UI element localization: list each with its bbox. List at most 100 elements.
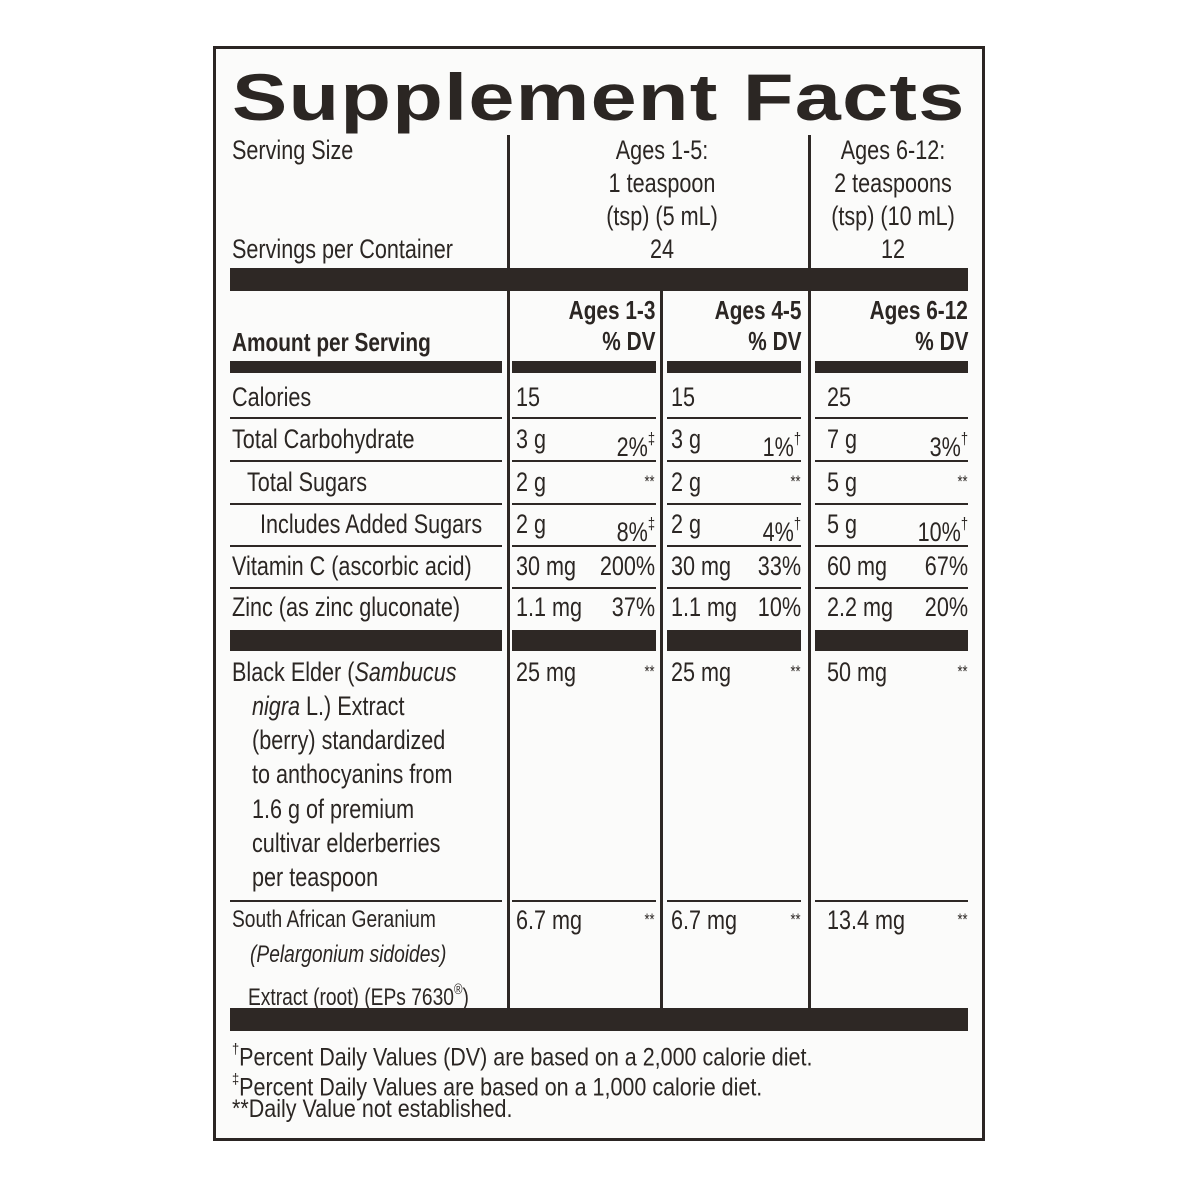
text-segment: 30 mg: [671, 550, 732, 581]
dv-header: % DV: [748, 328, 801, 354]
text-segment: Zinc (as zinc gluconate): [232, 591, 461, 622]
text-segment: (tsp) (10 mL): [831, 200, 955, 231]
daily-value: **: [645, 469, 655, 504]
text-segment: 1 teaspoon: [608, 167, 716, 198]
text-segment: cultivar elderberries: [252, 828, 441, 858]
thick-bar: [230, 268, 968, 291]
nutrient-name: cultivar elderberries: [252, 830, 440, 857]
divider: [507, 291, 510, 1008]
row-rule: [667, 587, 801, 589]
daily-value: **: [958, 469, 968, 504]
text-segment: 67%: [924, 550, 968, 581]
daily-value: 4%†: [763, 511, 801, 546]
text-segment: (tsp) (5 mL): [606, 200, 718, 231]
servings: 24: [649, 233, 675, 264]
text-segment: to anthocyanins from: [252, 759, 453, 790]
amount: 1.1 mg: [516, 591, 583, 622]
row-rule: [667, 545, 801, 547]
amount: 50 mg: [827, 656, 888, 687]
text-segment: Percent Daily Values (DV) are based on a…: [239, 1042, 813, 1071]
amount: 15: [671, 383, 695, 411]
text-segment: Ages 6-12:: [840, 134, 946, 165]
age-header: Ages 4-5: [714, 297, 801, 323]
text-segment: % DV: [747, 326, 801, 356]
serving-size-label: Serving Size: [232, 136, 353, 164]
text-segment: % DV: [601, 326, 655, 356]
nutrient-name: Total Carbohydrate: [232, 425, 415, 453]
row-rule: [230, 460, 502, 462]
thick-bar: [815, 361, 968, 373]
nutrient-name: Extract (root) (EPs 7630®): [248, 978, 469, 1010]
text-segment: **: [957, 472, 968, 491]
thick-bar: [667, 630, 801, 651]
divider: [507, 135, 510, 268]
row-rule: [815, 900, 968, 902]
text-segment: (Pelargonium sidoides): [250, 941, 447, 968]
text-segment: Total Sugars: [247, 466, 368, 497]
text-segment: ‡: [232, 1070, 240, 1088]
text-segment: †: [793, 429, 801, 448]
text-segment: 1.1 mg: [516, 591, 583, 622]
text-segment: 24: [649, 233, 675, 264]
row-rule: [512, 587, 656, 589]
amount: 1.1 mg: [671, 593, 737, 621]
daily-value: **: [958, 659, 968, 694]
text-segment: 1%: [762, 431, 794, 462]
row-rule: [815, 545, 968, 547]
row-rule: [815, 417, 968, 419]
text-segment: 2 g: [671, 508, 702, 539]
text-segment: 15: [516, 381, 541, 412]
text-segment: Supplement Facts: [232, 60, 966, 134]
serving-size: 2 teaspoons: [834, 167, 952, 198]
text-segment: 2 teaspoons: [834, 167, 952, 198]
text-segment: Percent Daily Values are based on a 1,00…: [239, 1072, 763, 1101]
text-segment: 30 mg: [516, 550, 577, 581]
text-segment: 50 mg: [827, 656, 888, 687]
daily-value: 33%: [758, 552, 801, 580]
divider: [660, 291, 663, 1008]
text-segment: 13.4 mg: [827, 904, 906, 935]
text-segment: 3 g: [671, 423, 702, 454]
text-segment: 20%: [924, 591, 968, 622]
nutrient-name: nigra L.) Extract: [252, 690, 405, 721]
text-segment: 5 g: [827, 508, 858, 539]
amount-label: Amount per Serving: [232, 329, 431, 355]
text-segment: Ages 4-5: [714, 295, 801, 325]
row-rule: [230, 900, 502, 902]
nutrient-name: (berry) standardized: [252, 727, 445, 754]
footnote: ‡Percent Daily Values are based on a 1,0…: [232, 1067, 762, 1100]
text-segment: **: [644, 910, 655, 929]
daily-value: **: [791, 659, 801, 694]
text-segment: 25: [827, 381, 852, 412]
row-rule: [667, 900, 801, 902]
thick-bar: [512, 361, 656, 373]
row-rule: [230, 503, 502, 505]
text-segment: Vitamin C (ascorbic acid): [232, 550, 472, 581]
serving-size: (tsp) (5 mL): [606, 200, 718, 231]
thick-bar: [230, 1008, 968, 1031]
amount: 3 g: [671, 423, 702, 454]
text-segment: 60 mg: [827, 550, 888, 581]
thick-bar: [512, 630, 656, 651]
daily-value: 10%: [757, 591, 801, 622]
thick-bar: [815, 630, 968, 651]
text-segment: 1.6 g of premium: [252, 793, 415, 824]
text-segment: 12: [880, 233, 906, 264]
text-segment: **: [790, 662, 801, 681]
amount: 13.4 mg: [827, 904, 906, 935]
text-segment: Servings per Container: [232, 233, 453, 264]
daily-value: **: [645, 907, 655, 942]
text-segment: †: [793, 514, 801, 533]
text-segment: L.) Extract: [300, 690, 405, 721]
text-segment: 3%: [929, 431, 961, 462]
amount: 2 g: [671, 468, 701, 496]
dv-header: % DV: [915, 328, 968, 354]
daily-value: 1%†: [763, 426, 801, 461]
thick-bar: [667, 361, 801, 373]
text-segment: 3 g: [516, 423, 547, 454]
text-segment: 10%: [757, 591, 801, 622]
divider: [808, 291, 811, 1008]
nutrient-name: 1.6 g of premium: [252, 793, 415, 824]
nutrient-name: Black Elder (Sambucus: [232, 658, 457, 686]
amount: 2.2 mg: [827, 593, 893, 621]
